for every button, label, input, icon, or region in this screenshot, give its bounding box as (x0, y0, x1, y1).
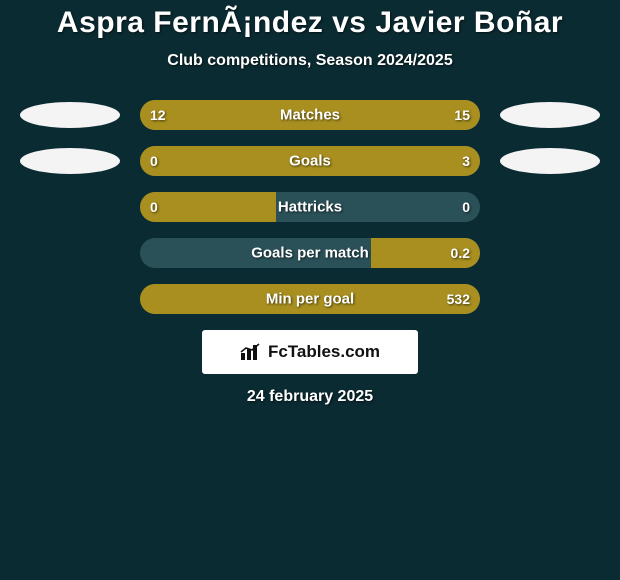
player-right-slot (480, 100, 620, 130)
player-left-ellipse (20, 148, 120, 174)
player-right-slot (480, 146, 620, 176)
metric-row: 0.2 Goals per match (0, 238, 620, 268)
date-stamp: 24 february 2025 (0, 388, 620, 406)
player-right-slot (480, 284, 620, 314)
player-right-slot (480, 192, 620, 222)
value-right: 15 (454, 107, 470, 123)
player-right-ellipse (500, 148, 600, 174)
metric-row: 0 0 Hattricks (0, 192, 620, 222)
metric-bar: 0 0 Hattricks (140, 192, 480, 222)
metric-bar: 0.2 Goals per match (140, 238, 480, 268)
player-left-slot (0, 192, 140, 222)
metric-row: 0 3 Goals (0, 146, 620, 176)
player-right-slot (480, 238, 620, 268)
metric-label: Goals (289, 153, 331, 170)
metric-bar: 12 15 Matches (140, 100, 480, 130)
value-right: 0.2 (451, 245, 470, 261)
player-left-slot (0, 238, 140, 268)
player-left-slot (0, 284, 140, 314)
player-left-slot (0, 146, 140, 176)
bar-fill-left (140, 192, 276, 222)
bar-fill-right (201, 146, 480, 176)
bar-chart-icon (240, 343, 262, 361)
player-left-slot (0, 100, 140, 130)
page-subtitle: Club competitions, Season 2024/2025 (0, 52, 620, 70)
player-left-ellipse (20, 102, 120, 128)
value-right: 0 (462, 199, 470, 215)
player-right-ellipse (500, 102, 600, 128)
metric-label: Min per goal (266, 291, 354, 308)
branding-badge[interactable]: FcTables.com (202, 330, 418, 374)
branding-label: FcTables.com (268, 342, 380, 362)
value-left: 0 (150, 153, 158, 169)
metric-row: 532 Min per goal (0, 284, 620, 314)
metric-row: 12 15 Matches (0, 100, 620, 130)
metric-rows: 12 15 Matches 0 3 Goals 0 0 Hattricks 0.2 Goals pe… (0, 100, 620, 314)
value-left: 12 (150, 107, 166, 123)
metric-label: Goals per match (251, 245, 369, 262)
metric-label: Matches (280, 107, 340, 124)
page-title: Aspra FernÃ¡ndez vs Javier Boñar (0, 6, 620, 40)
value-right: 532 (447, 291, 470, 307)
metric-bar: 0 3 Goals (140, 146, 480, 176)
value-left: 0 (150, 199, 158, 215)
metric-label: Hattricks (278, 199, 342, 216)
value-right: 3 (462, 153, 470, 169)
metric-bar: 532 Min per goal (140, 284, 480, 314)
comparison-card: Aspra FernÃ¡ndez vs Javier Boñar Club co… (0, 0, 620, 580)
